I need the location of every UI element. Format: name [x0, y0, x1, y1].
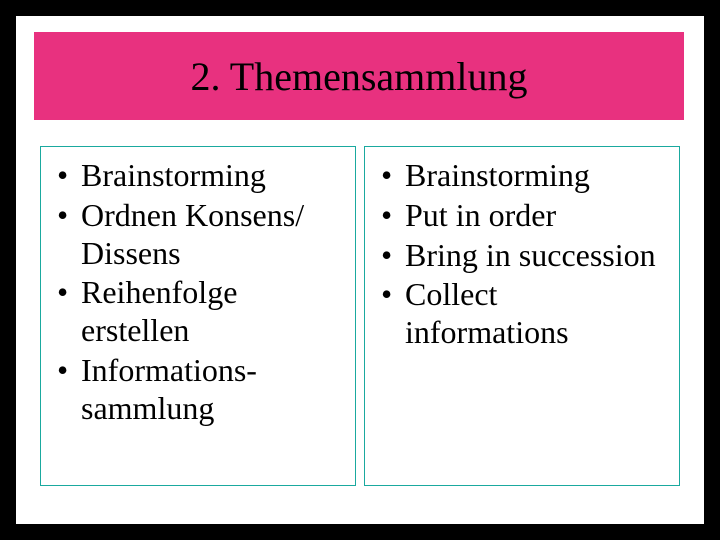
- list-item: Informations-sammlung: [53, 352, 343, 428]
- list-item: Brainstorming: [53, 157, 343, 195]
- list-item: Put in order: [377, 197, 667, 235]
- content-columns: BrainstormingOrdnen Konsens/ DissensReih…: [40, 146, 680, 486]
- list-item: Ordnen Konsens/ Dissens: [53, 197, 343, 273]
- left-bullet-list: BrainstormingOrdnen Konsens/ DissensReih…: [53, 157, 343, 427]
- list-item: Brainstorming: [377, 157, 667, 195]
- slide-title: 2. Themensammlung: [191, 53, 528, 100]
- right-bullet-list: BrainstormingPut in orderBring in succes…: [377, 157, 667, 352]
- slide: 2. Themensammlung BrainstormingOrdnen Ko…: [16, 16, 704, 524]
- list-item: Bring in succession: [377, 237, 667, 275]
- title-bar: 2. Themensammlung: [34, 32, 684, 120]
- left-column: BrainstormingOrdnen Konsens/ DissensReih…: [40, 146, 356, 486]
- list-item: Collect informations: [377, 276, 667, 352]
- right-column: BrainstormingPut in orderBring in succes…: [364, 146, 680, 486]
- list-item: Reihenfolge erstellen: [53, 274, 343, 350]
